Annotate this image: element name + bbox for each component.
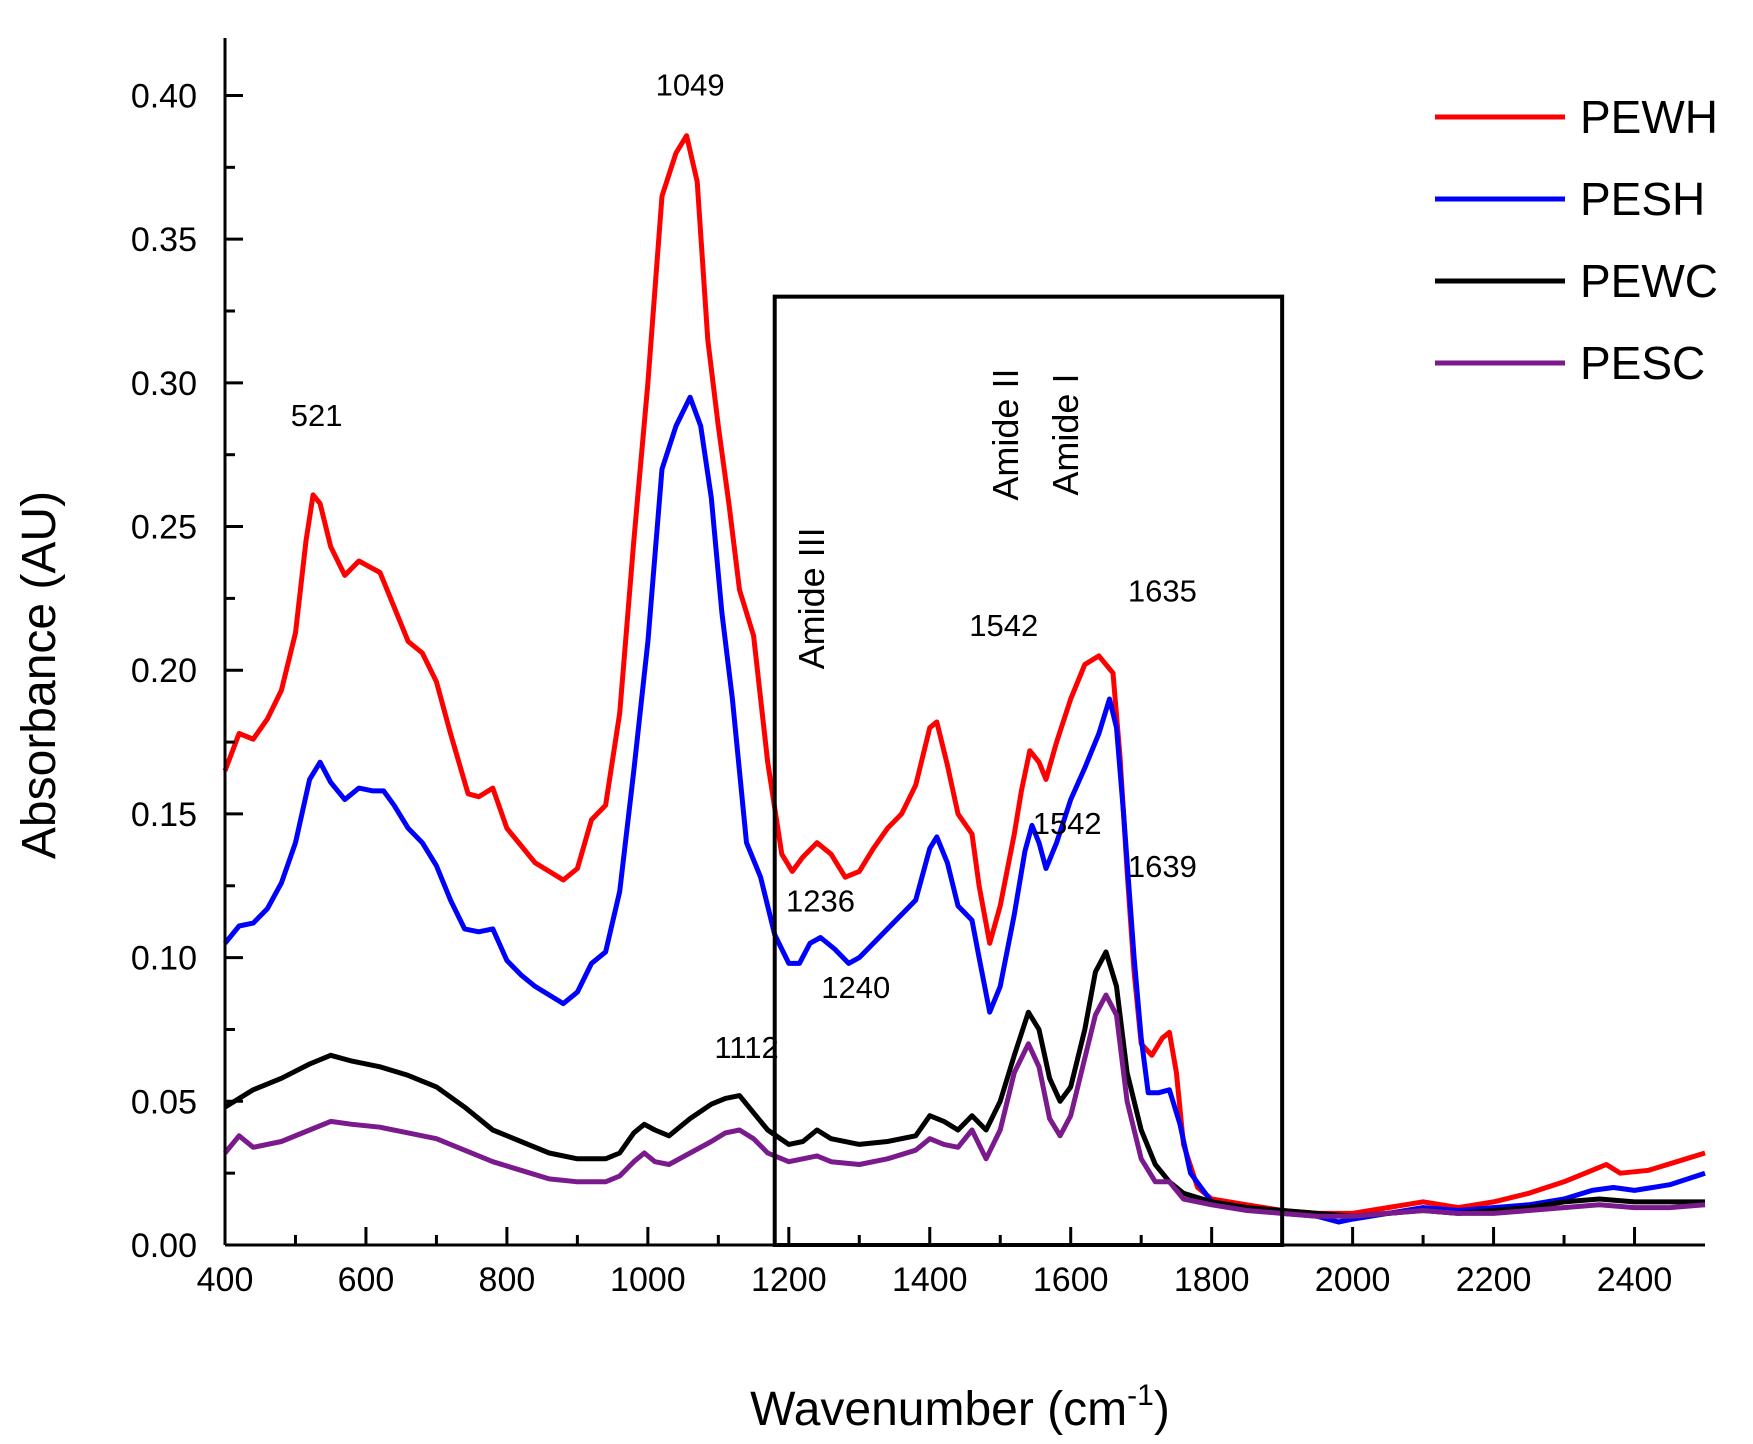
x-tick-label: 400: [197, 1261, 254, 1299]
x-tick-label: 1000: [610, 1261, 686, 1299]
y-axis-title: Absorbance (AU): [13, 491, 66, 859]
x-tick-label: 2200: [1456, 1261, 1532, 1299]
peak-label: 1236: [786, 884, 855, 919]
series-line-pesc: [223, 992, 1706, 1219]
legend-label-pesh: PESH: [1580, 173, 1705, 225]
x-tick-label: 1600: [1033, 1261, 1109, 1299]
y-tick-label: 0.35: [131, 221, 197, 259]
y-tick-label: 0.10: [131, 940, 197, 978]
peak-label: 1639: [1128, 849, 1197, 884]
region-label: Amide I: [1045, 374, 1086, 496]
series-line-pewc: [223, 949, 1705, 1219]
x-tick-label: 2000: [1315, 1261, 1391, 1299]
region-label: Amide II: [985, 369, 1026, 501]
x-tick-label: 600: [338, 1261, 395, 1299]
x-tick-label: 1400: [892, 1261, 968, 1299]
region-label: Amide III: [791, 527, 832, 669]
y-tick-label: 0.30: [131, 365, 197, 403]
peak-label: 1112: [714, 1030, 778, 1065]
y-tick-label: 0.15: [131, 796, 197, 834]
highlight-box: [772, 294, 1285, 1247]
series-line-pesh: [223, 394, 1706, 1225]
axes: 400 600 800 1000 1200 1400 1600 1800 2000 2200 240…: [131, 38, 1705, 1299]
y-tick-label: 0.25: [131, 509, 197, 547]
peak-label: 1542: [1033, 806, 1102, 841]
legend-label-pesc: PESC: [1580, 337, 1705, 389]
region-box: [772, 294, 1285, 1247]
x-axis-title: Wavenumber (cm-1): [750, 1379, 1170, 1436]
x-tick-label: 800: [479, 1261, 536, 1299]
legend-label-pewc: PEWC: [1580, 255, 1718, 307]
annotations: 521 1049 1112 1236 1240 1542 1542 1635 1639 Amide…: [291, 67, 1197, 1065]
legend-label-pewh: PEWH: [1580, 91, 1718, 143]
y-tick-label: 0.40: [131, 77, 197, 115]
peak-label: 1240: [821, 970, 890, 1005]
x-axis-title-sup: -1: [1127, 1379, 1154, 1412]
y-tick-label: 0.00: [131, 1227, 197, 1265]
x-tick-label: 2400: [1597, 1261, 1673, 1299]
x-tick-label: 1200: [751, 1261, 827, 1299]
peak-label: 1049: [656, 67, 725, 102]
peak-label: 1542: [969, 608, 1038, 643]
x-tick-label: 1800: [1174, 1261, 1250, 1299]
peak-label: 521: [291, 398, 343, 433]
y-tick-label: 0.05: [131, 1083, 197, 1121]
peak-label: 1635: [1128, 573, 1197, 608]
x-axis-title-end: ): [1154, 1383, 1170, 1436]
x-axis-title-main: Wavenumber (cm: [750, 1383, 1127, 1436]
y-tick-label: 0.20: [131, 652, 197, 690]
plot-lines: [222, 133, 1706, 1225]
legend: PEWH PESH PEWC PESC: [1435, 91, 1718, 389]
